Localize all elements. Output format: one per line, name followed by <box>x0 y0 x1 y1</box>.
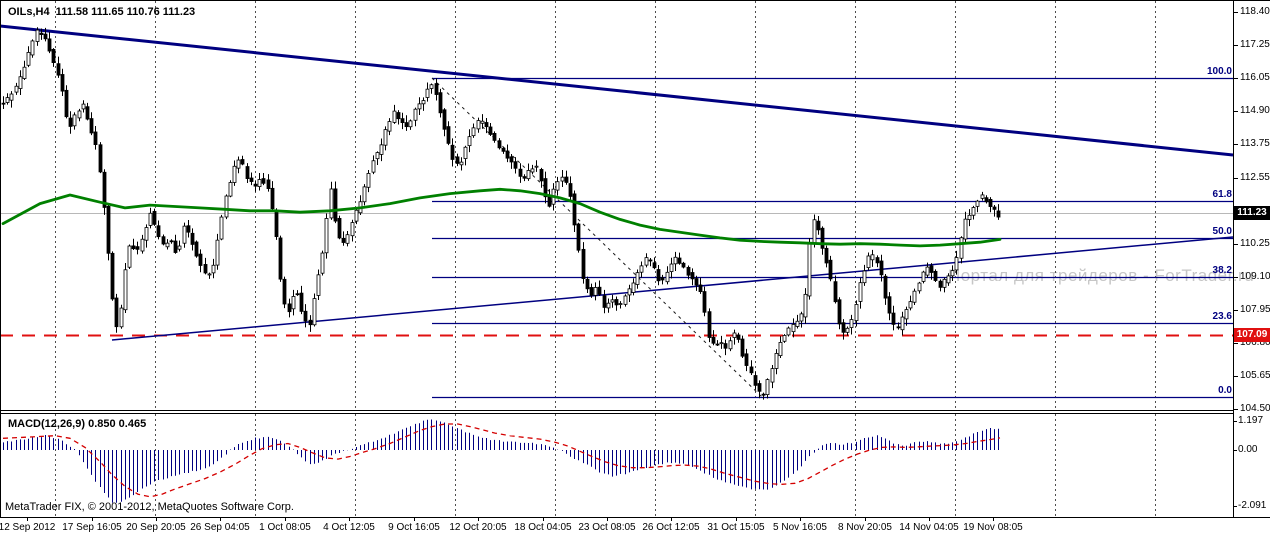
time-axis-label: 4 Oct 12:05 <box>323 522 375 533</box>
alert-level-badge: 107.09 <box>1234 328 1270 342</box>
price-axis-label: 106.80 <box>1240 337 1270 348</box>
time-axis-label: 23 Oct 08:05 <box>578 522 636 533</box>
price-axis-label: 104.50 <box>1240 403 1270 414</box>
watermark-text: Портал для трейдеров - ForTrader.ru <box>948 266 1255 285</box>
time-axis-label: 1 Oct 08:05 <box>259 522 311 533</box>
time-axis-label: 9 Oct 16:05 <box>388 522 440 533</box>
price-axis-label: 111.40 <box>1240 205 1270 216</box>
price-axis-label: 107.95 <box>1240 304 1270 315</box>
time-axis-label: 8 Nov 20:05 <box>838 522 892 533</box>
time-axis-label: 12 Oct 20:05 <box>449 522 507 533</box>
current-price-badge: 111.23 <box>1234 206 1270 220</box>
price-axis-label: 113.75 <box>1240 138 1270 149</box>
time-axis-label: 5 Nov 16:05 <box>773 522 827 533</box>
price-axis-label: 116.05 <box>1240 72 1270 83</box>
time-axis-label: 26 Sep 04:05 <box>190 522 250 533</box>
macd-axis-label: 1.197 <box>1238 415 1264 426</box>
time-axis-label: 17 Sep 16:05 <box>62 522 122 533</box>
price-axis-label: 117.25 <box>1240 39 1270 50</box>
macd-axis-label: -2.091 <box>1238 500 1267 511</box>
macd-indicator-area[interactable] <box>0 414 1233 517</box>
time-axis-label: 31 Oct 15:05 <box>707 522 765 533</box>
price-axis-label: 114.90 <box>1240 105 1270 116</box>
time-axis-label: 18 Oct 04:05 <box>514 522 572 533</box>
price-axis-label: 105.65 <box>1240 370 1270 381</box>
price-axis-label: 118.40 <box>1240 6 1270 17</box>
time-axis-label: 14 Nov 04:05 <box>899 522 959 533</box>
price-axis-label: 110.25 <box>1240 238 1270 249</box>
time-axis-label: 12 Sep 2012 <box>0 522 56 533</box>
time-axis-label: 26 Oct 12:05 <box>642 522 700 533</box>
time-axis-label: 19 Nov 08:05 <box>963 522 1023 533</box>
price-axis-label: 112.55 <box>1240 172 1270 183</box>
price-chart-area[interactable] <box>0 0 1233 411</box>
macd-axis-label: 0.00 <box>1238 444 1258 455</box>
time-axis-label: 20 Sep 20:05 <box>126 522 186 533</box>
